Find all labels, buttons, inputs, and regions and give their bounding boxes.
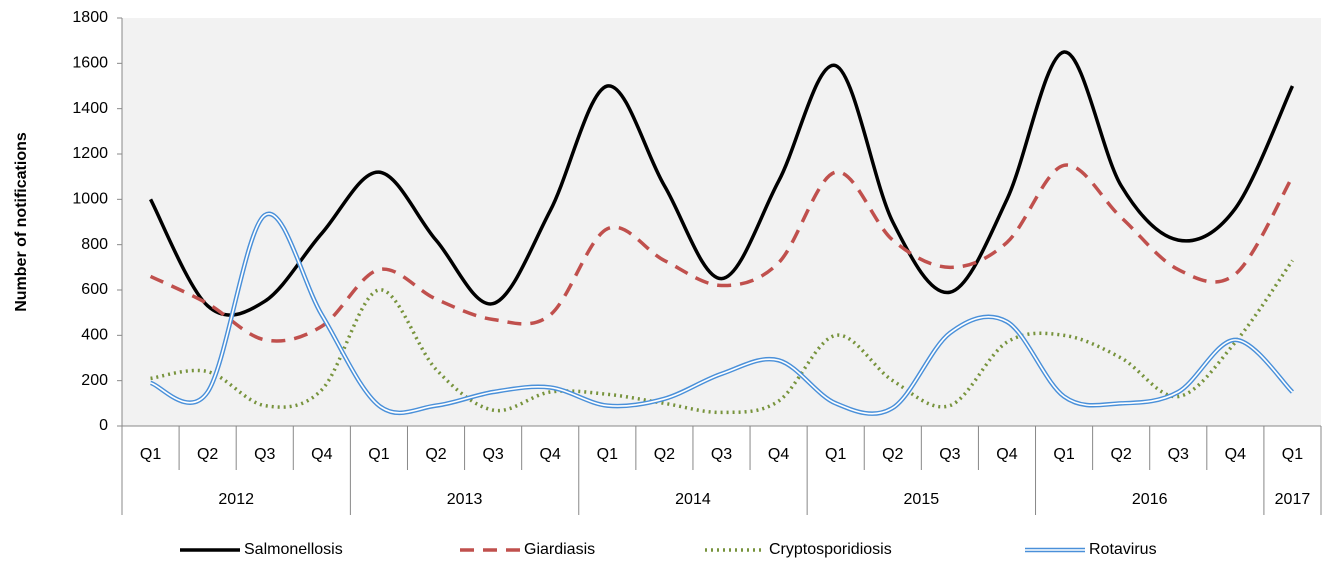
x-tick-label: Q3 (482, 446, 503, 463)
x-tick-label: Q3 (939, 446, 960, 463)
x-tick-label: Q3 (1168, 446, 1189, 463)
y-tick-label: 1400 (72, 100, 108, 117)
y-axis-label: Number of notifications (13, 132, 30, 312)
plot-area (122, 18, 1321, 426)
x-tick-label: Q3 (254, 446, 275, 463)
y-tick-label: 800 (81, 236, 108, 253)
y-tick-label: 1600 (72, 55, 108, 72)
x-tick-label: Q1 (825, 446, 846, 463)
series-line-inner (150, 213, 1294, 415)
legend-label: Rotavirus (1089, 541, 1157, 558)
y-tick-label: 1200 (72, 145, 108, 162)
x-tick-label: Q1 (597, 446, 618, 463)
x-group-label: 2013 (447, 491, 483, 508)
legend-label: Cryptosporidiosis (769, 541, 892, 558)
x-group-label: 2015 (904, 491, 940, 508)
x-tick-label: Q1 (1282, 446, 1303, 463)
x-group-label: 2016 (1132, 491, 1168, 508)
x-group-label: 2017 (1275, 491, 1311, 508)
x-tick-label: Q4 (311, 446, 332, 463)
x-tick-label: Q2 (882, 446, 903, 463)
y-tick-label: 600 (81, 281, 108, 298)
x-tick-label: Q4 (1225, 446, 1246, 463)
x-group-label: 2014 (675, 491, 711, 508)
x-tick-label: Q2 (197, 446, 218, 463)
legend-label: Salmonellosis (244, 541, 343, 558)
x-tick-label: Q2 (425, 446, 446, 463)
x-tick-label: Q4 (996, 446, 1017, 463)
y-tick-label: 1000 (72, 191, 108, 208)
x-tick-label: Q4 (768, 446, 789, 463)
y-tick-label: 1800 (72, 9, 108, 26)
series-line (150, 259, 1294, 415)
x-tick-label: Q1 (140, 446, 161, 463)
series-line (149, 50, 1295, 317)
x-tick-label: Q2 (654, 446, 675, 463)
y-tick-label: 200 (81, 372, 108, 389)
x-tick-label: Q1 (1053, 446, 1074, 463)
series-line (149, 163, 1294, 343)
x-tick-label: Q4 (540, 446, 561, 463)
x-group-label: 2012 (218, 491, 254, 508)
x-tick-label: Q3 (711, 446, 732, 463)
y-tick-label: 400 (81, 327, 108, 344)
x-tick-label: Q1 (368, 446, 389, 463)
legend-label: Giardiasis (524, 541, 595, 558)
x-tick-label: Q2 (1110, 446, 1131, 463)
y-tick-label: 0 (99, 417, 108, 434)
